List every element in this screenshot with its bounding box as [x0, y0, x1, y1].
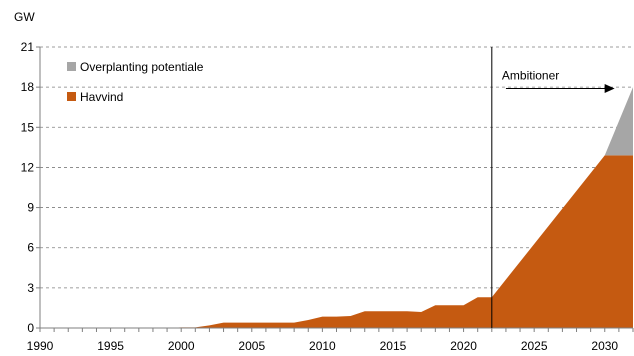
annotations: Ambitioner [491, 47, 615, 328]
legend-label-overplanting: Overplanting potentiale [80, 60, 204, 74]
legend-label-havvind: Havvind [80, 90, 123, 104]
x-tick-label: 2025 [521, 339, 548, 353]
x-tick-label: 1990 [27, 339, 54, 353]
x-tick-label: 1995 [97, 339, 124, 353]
y-tick-label: 15 [21, 120, 35, 134]
y-tick-label: 9 [27, 201, 34, 215]
y-tick-label: 6 [27, 241, 34, 255]
legend-swatch-overplanting [67, 62, 76, 71]
area-series [40, 87, 633, 328]
legend: Overplanting potentiale Havvind [67, 60, 204, 104]
x-tick-label: 2010 [309, 339, 336, 353]
x-tick-label: 2020 [450, 339, 477, 353]
y-tick-label: 3 [27, 281, 34, 295]
legend-swatch-havvind [67, 92, 76, 101]
ambitioner-label: Ambitioner [502, 68, 559, 82]
y-tick-label: 0 [27, 321, 34, 335]
x-tick-label: 2015 [380, 339, 407, 353]
area-havvind [40, 155, 633, 328]
gridlines [40, 46, 633, 289]
y-tick-label: 12 [21, 160, 35, 174]
axes: 0 3 6 9 12 15 18 21 1990 1995 2000 2005 2010 2015 2020… [21, 40, 634, 353]
x-tick-label: 2030 [591, 339, 618, 353]
ambitioner-arrow-head [604, 83, 615, 93]
y-axis-label: GW [14, 10, 35, 24]
area-overplanting [603, 87, 633, 158]
y-tick-label: 18 [21, 80, 35, 94]
y-tick-label: 21 [21, 40, 35, 54]
x-tick-label: 2000 [168, 339, 195, 353]
x-tick-label: 2005 [238, 339, 265, 353]
